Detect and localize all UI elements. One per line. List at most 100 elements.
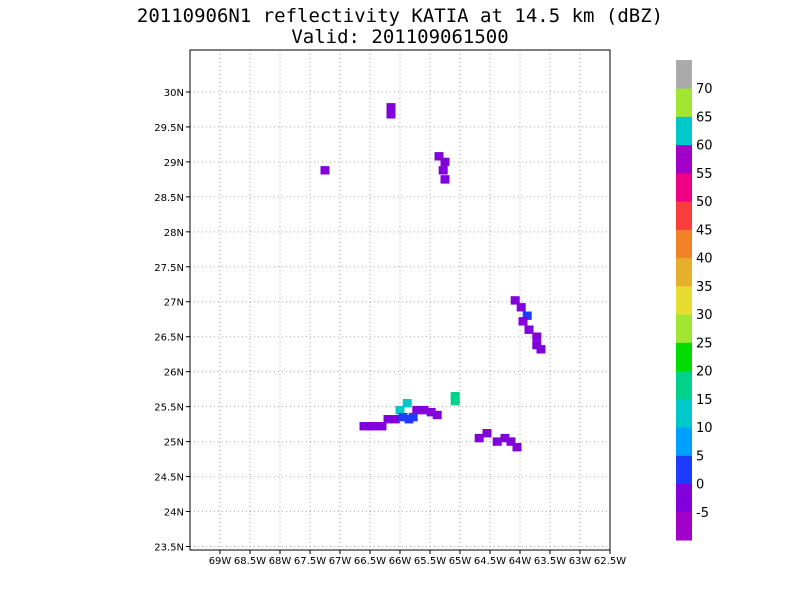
colorbar-label: 40 bbox=[696, 252, 713, 267]
colorbar-label: 30 bbox=[696, 308, 713, 323]
reflectivity-cell bbox=[412, 405, 422, 415]
y-tick-label: 27N bbox=[164, 298, 184, 309]
y-tick-label: 29N bbox=[164, 158, 184, 169]
reflectivity-cell bbox=[506, 437, 516, 446]
x-tick-label: 66W bbox=[389, 556, 412, 567]
colorbar-segment bbox=[676, 342, 692, 372]
y-tick-label: 26N bbox=[164, 368, 184, 379]
reflectivity-cell bbox=[532, 340, 542, 350]
y-tick-label: 30N bbox=[164, 88, 184, 99]
colorbar: -5 0 5 10 15 20 25 30 35 40 45 50 55 60 65 70 bbox=[676, 60, 713, 541]
y-tick-label: 26.5N bbox=[154, 333, 184, 344]
colorbar-label: 35 bbox=[696, 280, 713, 295]
colorbar-segment bbox=[676, 144, 692, 174]
x-tick-label: 64W bbox=[509, 556, 532, 567]
y-tick-label: 27.5N bbox=[154, 263, 184, 274]
reflectivity-cell bbox=[426, 408, 436, 417]
colorbar-segment bbox=[676, 257, 692, 287]
reflectivity-cell bbox=[395, 405, 405, 415]
reflectivity-cell bbox=[419, 405, 429, 415]
grid-lines bbox=[190, 50, 611, 550]
reflectivity-cell bbox=[386, 103, 396, 112]
reflectivity-cell bbox=[516, 303, 526, 312]
colorbar-label: 45 bbox=[696, 223, 713, 238]
x-tick-label: 67W bbox=[329, 556, 352, 567]
colorbar-label: 65 bbox=[696, 111, 713, 126]
y-tick-label: 28.5N bbox=[154, 193, 184, 204]
reflectivity-cell bbox=[383, 415, 393, 424]
colorbar-segment bbox=[676, 60, 692, 89]
x-tick-label: 64.5W bbox=[474, 556, 506, 567]
reflectivity-cell bbox=[536, 345, 546, 354]
chart-subtitle: Valid: 201109061500 bbox=[291, 26, 508, 48]
reflectivity-cell bbox=[408, 412, 418, 422]
reflectivity-cell bbox=[524, 325, 534, 334]
colorbar-segment bbox=[676, 285, 692, 315]
reflectivity-cell bbox=[377, 422, 387, 431]
x-tick-label: 69W bbox=[209, 556, 232, 567]
y-tick-label: 25.5N bbox=[154, 403, 184, 414]
y-tick-label: 29.5N bbox=[154, 123, 184, 134]
colorbar-label: 5 bbox=[696, 449, 704, 464]
reflectivity-cell bbox=[482, 429, 492, 438]
reflectivity-cell bbox=[450, 396, 460, 406]
reflectivity-cell bbox=[434, 152, 444, 161]
colorbar-label: 0 bbox=[696, 478, 704, 493]
x-tick-label: 65W bbox=[449, 556, 472, 567]
colorbar-label: 70 bbox=[696, 82, 713, 97]
colorbar-segment bbox=[676, 88, 692, 117]
reflectivity-cell bbox=[320, 166, 330, 175]
colorbar-segment bbox=[676, 483, 692, 513]
reflectivity-cell bbox=[438, 166, 448, 175]
colorbar-segment bbox=[676, 511, 692, 541]
reflectivity-cell bbox=[402, 399, 412, 408]
y-tick-label: 25N bbox=[164, 438, 184, 449]
colorbar-segment bbox=[676, 314, 692, 343]
colorbar-label: 50 bbox=[696, 195, 713, 210]
x-tick-label: 63.5W bbox=[534, 556, 566, 567]
reflectivity-cell bbox=[474, 433, 484, 443]
reflectivity-cells bbox=[320, 103, 546, 452]
reflectivity-cell bbox=[390, 415, 400, 424]
reflectivity-cell bbox=[518, 317, 528, 326]
colorbar-label: 15 bbox=[696, 393, 713, 408]
reflectivity-cell bbox=[368, 422, 378, 431]
reflectivity-cell bbox=[510, 296, 520, 305]
colorbar-label: 60 bbox=[696, 139, 713, 154]
y-tick-label: 24.5N bbox=[154, 473, 184, 484]
reflectivity-cell bbox=[359, 422, 369, 431]
reflectivity-cell bbox=[398, 412, 408, 422]
y-tick-label: 23.5N bbox=[154, 543, 184, 554]
reflectivity-cell bbox=[522, 311, 532, 320]
colorbar-label: 25 bbox=[696, 336, 713, 351]
colorbar-label: -5 bbox=[696, 506, 709, 521]
colorbar-label: 10 bbox=[696, 421, 713, 436]
reflectivity-cell bbox=[386, 110, 396, 119]
colorbar-segment bbox=[676, 201, 692, 230]
colorbar-segment bbox=[676, 398, 692, 428]
x-tick-label: 65.5W bbox=[414, 556, 446, 567]
y-tick-label: 24N bbox=[164, 508, 184, 519]
x-tick-label: 67.5W bbox=[294, 556, 326, 567]
y-tick-label: 28N bbox=[164, 228, 184, 239]
y-tick-labels: 23.5N 24N 24.5N 25N 25.5N 26N 26.5N 27N 27.5N 28N… bbox=[154, 88, 190, 554]
reflectivity-cell bbox=[532, 332, 542, 341]
colorbar-segment bbox=[676, 427, 692, 456]
colorbar-segment bbox=[676, 455, 692, 484]
x-tick-label: 62.5W bbox=[594, 556, 626, 567]
x-tick-label: 68.5W bbox=[234, 556, 266, 567]
reflectivity-cell bbox=[440, 175, 450, 184]
reflectivity-cell bbox=[432, 410, 442, 420]
colorbar-segment bbox=[676, 229, 692, 259]
colorbar-segment bbox=[676, 172, 692, 202]
x-tick-labels: 69W 68.5W 68W 67.5W 67W 66.5W 66W 65.5W 65W 64.5W… bbox=[209, 550, 626, 567]
chart-title: 20110906N1 reflectivity KATIA at 14.5 km… bbox=[137, 5, 663, 27]
colorbar-segment bbox=[676, 370, 692, 400]
reflectivity-cell bbox=[500, 433, 510, 443]
colorbar-label: 20 bbox=[696, 365, 713, 380]
reflectivity-cell bbox=[492, 437, 502, 446]
x-tick-label: 66.5W bbox=[354, 556, 386, 567]
colorbar-label: 55 bbox=[696, 167, 713, 182]
colorbar-segment bbox=[676, 116, 692, 146]
